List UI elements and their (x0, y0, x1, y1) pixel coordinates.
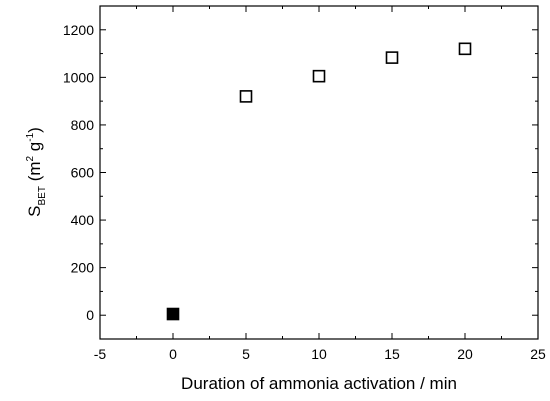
y-tick-label: 600 (71, 165, 95, 181)
data-point-filled (166, 307, 180, 321)
x-axis-title: Duration of ammonia activation / min (181, 374, 457, 393)
plot-frame (99, 5, 539, 340)
x-tick-label: -5 (94, 346, 107, 362)
y-axis-title-unit-mid: g (25, 142, 44, 156)
y-tick-label: 1200 (63, 22, 94, 38)
axis-ticks (99, 6, 539, 339)
x-tick-label: 15 (384, 346, 400, 362)
data-point-open (458, 42, 472, 56)
y-axis-title-unit-close: ) (25, 127, 44, 133)
y-tick-label: 200 (71, 260, 95, 276)
data-point-open (385, 51, 399, 64)
y-axis-title-subscript: BET (37, 186, 48, 205)
x-tick-label: 0 (169, 346, 177, 362)
x-tick-label: 5 (242, 346, 250, 362)
y-tick-label: 800 (71, 117, 95, 133)
y-tick-label: 1000 (63, 69, 94, 85)
data-point-open (312, 69, 326, 83)
x-tick-label: 20 (457, 346, 473, 362)
tick-labels: -5 0 5 10 15 20 25 0 200 400 600 800 1000 1200 (63, 22, 546, 362)
y-axis-title-main: S (25, 205, 44, 216)
data-point-open (239, 90, 253, 103)
y-tick-label: 0 (86, 307, 94, 323)
y-tick-label: 400 (71, 212, 95, 228)
data-markers (166, 42, 472, 321)
y-axis-title-exp1: 2 (25, 155, 36, 161)
y-axis-title-unit-open: (m (25, 161, 44, 186)
x-tick-label: 10 (311, 346, 327, 362)
y-axis-title-exp2: -1 (25, 132, 36, 141)
x-tick-label: 25 (530, 346, 546, 362)
y-axis-title: SBET (m2 g-1) (25, 127, 48, 217)
